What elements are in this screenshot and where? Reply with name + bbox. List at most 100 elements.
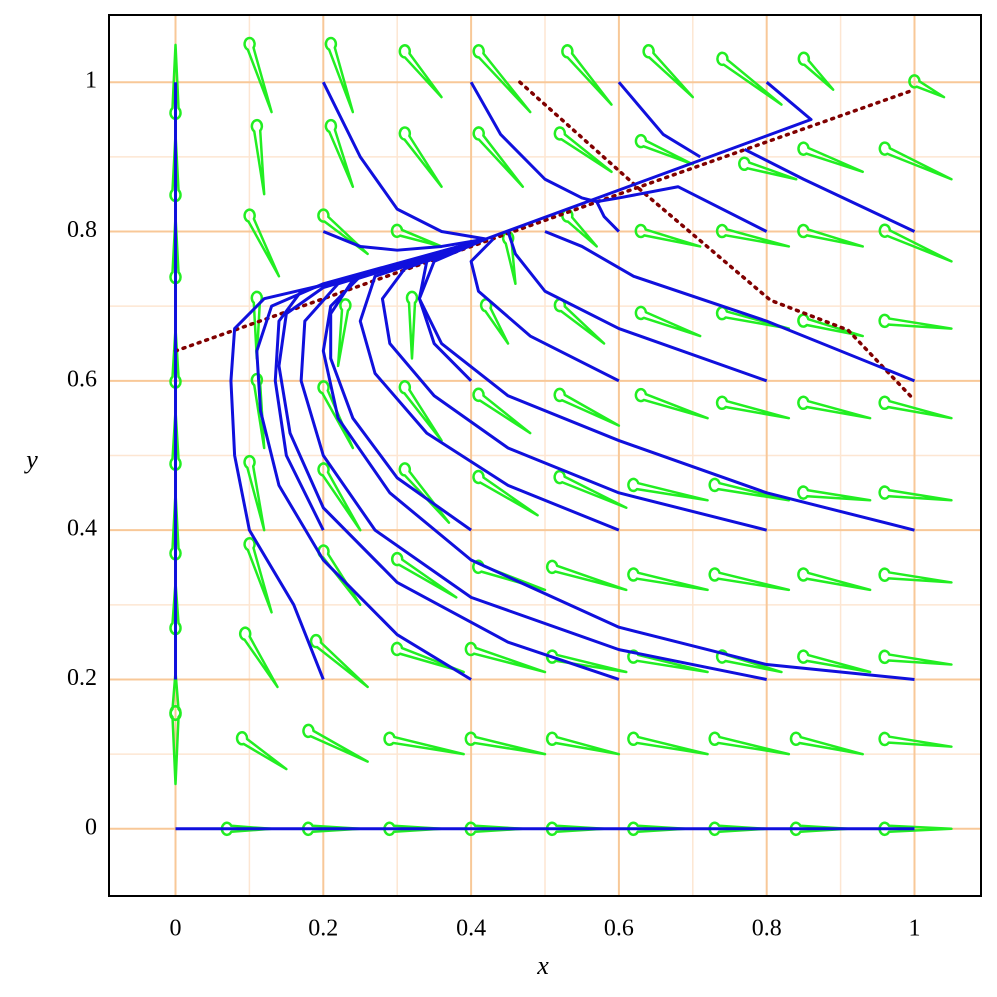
trajectory: [617, 81, 701, 159]
trajectory: [299, 237, 767, 681]
trajectory: [417, 237, 487, 382]
direction-arrow: [243, 208, 281, 278]
direction-arrow: [553, 126, 613, 174]
direction-arrow: [553, 297, 606, 345]
direction-arrow: [398, 44, 443, 99]
x-axis-label: x: [536, 951, 549, 980]
y-tick-label: 0.4: [67, 516, 97, 542]
direction-arrow: [642, 44, 695, 99]
direction-arrow: [243, 36, 273, 114]
direction-arrow: [715, 305, 791, 330]
direction-arrow: [398, 380, 443, 442]
direction-arrow: [390, 641, 465, 674]
direction-arrow: [878, 141, 953, 181]
direction-arrow: [708, 731, 791, 756]
y-tick-label: 1: [85, 68, 97, 94]
direction-arrow: [797, 313, 865, 338]
direction-arrow: [324, 118, 355, 188]
x-tick-label: 0.4: [456, 916, 486, 942]
direction-arrow: [553, 469, 628, 510]
trajectory: [595, 200, 620, 233]
direction-arrow: [250, 372, 266, 450]
trajectory: [380, 237, 768, 532]
direction-arrow: [878, 313, 953, 330]
direction-arrow: [878, 567, 953, 584]
trajectory: [329, 237, 487, 532]
direction-arrow: [398, 126, 443, 188]
x-tick-label: 0.8: [752, 916, 782, 942]
direction-arrow: [627, 567, 709, 592]
direction-arrow: [324, 36, 355, 114]
direction-arrow: [472, 44, 532, 114]
direction-arrow: [169, 705, 182, 786]
direction-arrow: [317, 380, 355, 450]
direction-arrow: [398, 462, 451, 524]
nullcline: [518, 80, 917, 403]
direction-arrow: [627, 731, 709, 756]
direction-arrow: [250, 118, 266, 196]
direction-arrow: [715, 223, 791, 248]
trajectory: [358, 237, 620, 532]
direction-arrow: [383, 731, 465, 756]
direction-arrow: [390, 223, 443, 248]
direction-arrow: [317, 462, 362, 532]
nullcline: [173, 87, 917, 353]
direction-arrow: [243, 537, 273, 614]
trajectory: [417, 237, 915, 532]
y-tick-label: 0.2: [67, 665, 97, 691]
direction-arrow: [878, 223, 953, 263]
direction-arrow: [243, 454, 266, 532]
direction-arrow: [302, 723, 369, 763]
y-tick-label: 0.8: [67, 217, 97, 243]
direction-arrow: [553, 387, 621, 427]
direction-arrow: [789, 731, 865, 756]
direction-arrow: [797, 223, 865, 248]
plot-frame: [108, 14, 982, 897]
x-tick-label: 0: [170, 916, 182, 942]
trajectory: [544, 230, 916, 383]
trajectory: [321, 81, 487, 241]
direction-arrow: [479, 297, 510, 345]
direction-arrow: [708, 567, 791, 592]
direction-arrow: [464, 641, 547, 674]
direction-arrow: [797, 649, 872, 674]
direction-arrow: [405, 290, 419, 360]
direction-arrow: [797, 141, 865, 174]
y-axis-label: y: [23, 445, 38, 474]
direction-arrow: [878, 395, 953, 420]
x-tick-label: 0.2: [308, 916, 338, 942]
direction-arrow: [908, 74, 946, 99]
y-tick-label: 0: [85, 814, 97, 840]
direction-arrow: [716, 51, 783, 106]
direction-arrow: [336, 298, 352, 368]
direction-arrow: [715, 395, 791, 420]
direction-arrow: [472, 387, 532, 435]
trajectory: [506, 231, 768, 383]
trajectory: [485, 81, 813, 241]
y-tick-label: 0.6: [67, 366, 97, 392]
trajectory: [596, 185, 768, 233]
direction-arrow: [627, 477, 709, 502]
trajectory: [229, 237, 487, 681]
direction-arrow: [235, 731, 288, 771]
x-tick-label: 1: [908, 916, 920, 942]
trajectory: [277, 237, 620, 681]
direction-arrow: [797, 395, 872, 420]
direction-arrow: [738, 156, 798, 181]
direction-arrow: [634, 133, 695, 166]
direction-arrow: [797, 485, 872, 502]
direction-arrow: [797, 51, 835, 91]
direction-arrow: [634, 387, 709, 420]
direction-arrow: [634, 223, 702, 248]
direction-arrow: [309, 633, 369, 689]
trajectory: [322, 230, 487, 252]
trajectory: [469, 81, 598, 204]
direction-arrow: [464, 731, 547, 756]
direction-arrow: [878, 485, 953, 502]
direction-arrow: [708, 477, 791, 502]
direction-arrow: [390, 551, 458, 599]
direction-arrow: [317, 208, 369, 256]
direction-arrow: [545, 731, 621, 756]
trajectory: [743, 148, 916, 233]
